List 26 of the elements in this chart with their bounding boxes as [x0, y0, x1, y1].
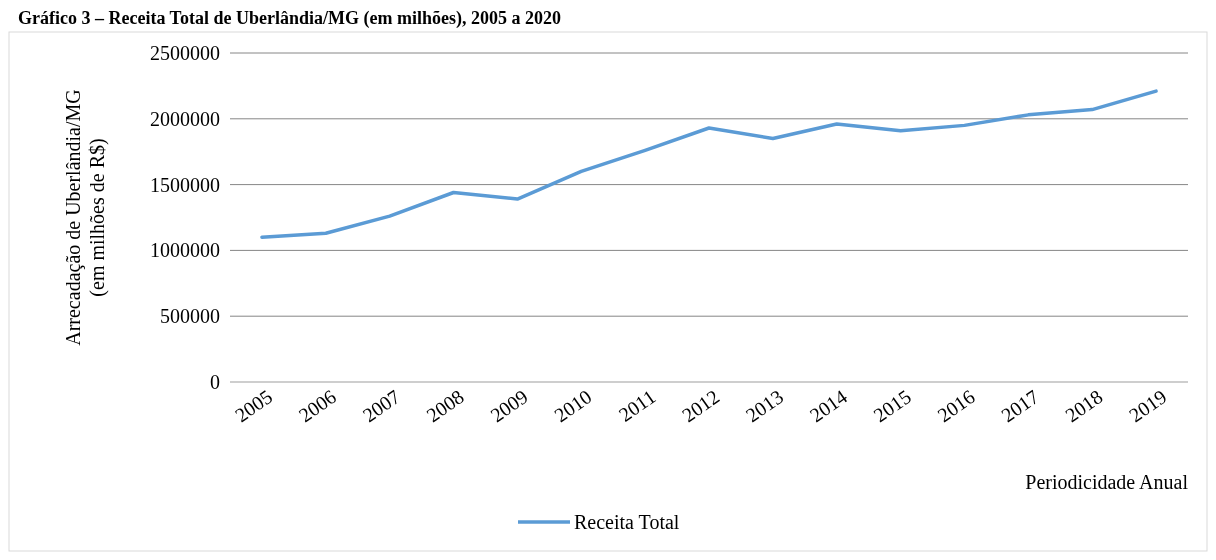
x-tick-label: 2015: [869, 385, 915, 427]
x-tick-label: 2005: [230, 385, 277, 427]
legend-label: Receita Total: [574, 511, 680, 533]
x-tick-label: 2009: [486, 385, 532, 427]
chart-title: Gráfico 3 – Receita Total de Uberlândia/MG (em milhões), 2005 a 2020: [18, 8, 561, 29]
x-tick-label: 2010: [550, 385, 596, 427]
y-tick-label: 1000000: [150, 239, 220, 262]
x-tick-label: 2013: [741, 385, 788, 427]
x-tick-label: 2012: [677, 385, 724, 427]
y-tick-label: 500000: [160, 305, 220, 328]
x-tick-label: 2006: [294, 385, 341, 427]
x-tick-label: 2011: [614, 385, 660, 426]
line-series: [260, 89, 1158, 239]
y-tick-label: 2000000: [150, 107, 220, 130]
x-tick-label: 2014: [805, 385, 852, 427]
x-tick-label: 2007: [358, 385, 404, 427]
x-tick-label: 2008: [422, 385, 468, 427]
x-tick-label: 2019: [1124, 385, 1171, 427]
y-tick-label: 1500000: [150, 173, 220, 196]
y-tick-label: 0: [210, 371, 220, 393]
x-tick-label: 2016: [933, 385, 979, 427]
x-tick-label: 2018: [1061, 385, 1107, 427]
x-axis-title: Periodicidade Anual: [1025, 471, 1189, 493]
x-tick-label: 2017: [997, 385, 1043, 427]
y-tick-label: 2500000: [150, 42, 220, 64]
y-axis-title: Arrecadação de Uberlândia/MG (em milhões de R$): [62, 89, 109, 346]
